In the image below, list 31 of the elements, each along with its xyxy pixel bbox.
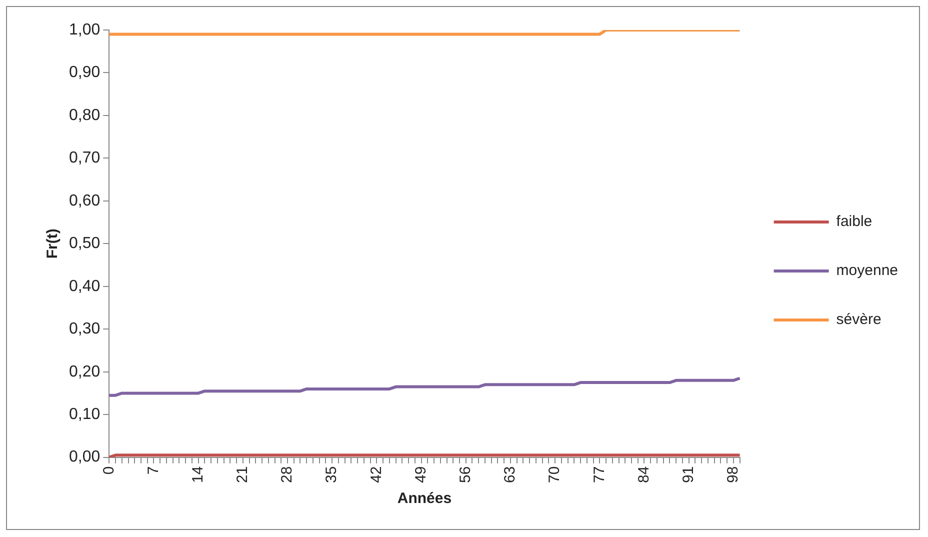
legend-label: faible [836,213,872,230]
x-tick-label: 21 [234,466,252,484]
x-tick-label: 70 [546,466,564,484]
x-tick-label: 84 [635,466,652,484]
x-tick-label: 98 [724,466,742,484]
x-tick-label: 7 [144,466,162,475]
x-tick-label: 28 [278,466,296,484]
y-tick-label: 0,80 [69,106,100,124]
y-tick-label: 0,50 [69,235,100,252]
y-tick-label: 0,70 [69,150,100,167]
x-tick-label: 35 [323,466,340,484]
y-tick-label: 0,40 [69,278,100,295]
x-tick-label: 49 [412,466,430,484]
legend-label: moyenne [836,262,898,280]
y-tick-label: 0,20 [69,363,100,380]
y-axis-title: Fr(t) [44,228,62,259]
x-axis-title: Années [397,490,452,508]
y-tick-label: 0,30 [69,320,100,338]
x-tick-label: 0 [100,466,118,475]
y-tick-label: 1,00 [69,21,100,38]
y-tick-label: 0,90 [69,64,100,82]
x-tick-label: 91 [680,466,697,484]
y-tick-label: 0,00 [69,448,100,466]
legend-label: sévère [836,311,882,328]
x-tick-label: 77 [590,466,608,484]
y-tick-label: 0,60 [69,192,100,210]
x-tick-label: 14 [189,466,206,484]
x-tick-label: 63 [502,466,519,484]
y-tick-label: 0,10 [69,406,100,423]
x-tick-label: 42 [368,466,385,484]
x-tick-label: 56 [457,466,474,484]
